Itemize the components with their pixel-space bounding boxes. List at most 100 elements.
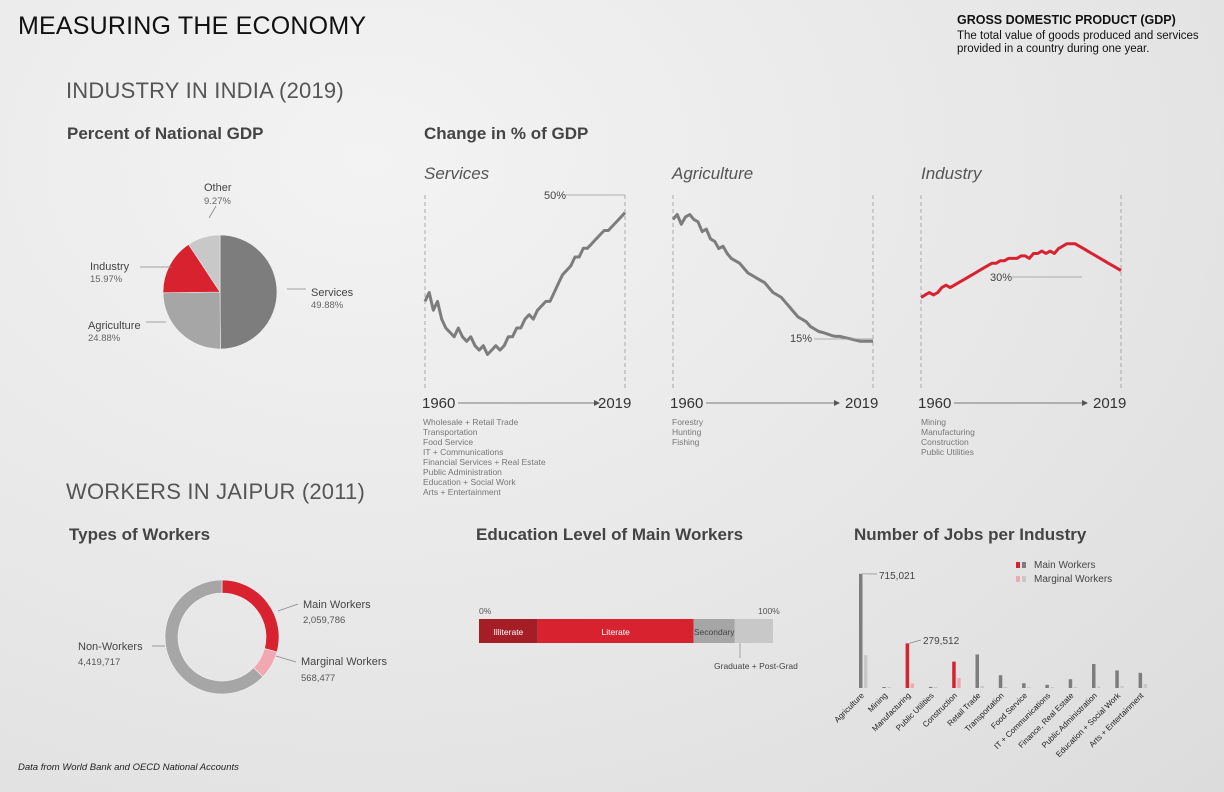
workers-donut-chart: Main Workers 2,059,786 Marginal Workers … bbox=[78, 579, 387, 695]
list-item: Transportation bbox=[423, 427, 478, 437]
services-line-chart: 50% 1960 2019 bbox=[422, 190, 631, 412]
list-item: Financial Services + Real Estate bbox=[423, 457, 546, 467]
education-end-label: 100% bbox=[758, 606, 780, 616]
bar-marginal-public-administration bbox=[1097, 686, 1101, 688]
legend-main-label: Main Workers bbox=[1034, 560, 1096, 571]
jobs-chart-title: Number of Jobs per Industry bbox=[854, 525, 1087, 544]
pie-slice-agriculture bbox=[162, 291, 221, 350]
list-item: Forestry bbox=[672, 417, 704, 427]
list-item: Manufacturing bbox=[921, 427, 975, 437]
education-stacked-bar: 0% 100% Illiterate Literate Secondary Grad… bbox=[479, 606, 798, 671]
agriculture-annotation: 15% bbox=[790, 333, 812, 345]
donut-slice-main-workers bbox=[221, 579, 280, 653]
gdp-pie-chart: Services 49.88% Agriculture 24.88% Indus… bbox=[88, 182, 354, 350]
bar-main-finance-real-estate bbox=[1068, 679, 1073, 688]
list-item: Mining bbox=[921, 417, 947, 427]
agriculture-value-label: 715,021 bbox=[879, 571, 916, 582]
gdp-definition: GROSS DOMESTIC PRODUCT (GDP) The total v… bbox=[957, 13, 1217, 57]
pie-value-agriculture: 24.88% bbox=[88, 333, 121, 344]
education-segment-label-literate: Literate bbox=[602, 627, 631, 637]
services-subindustry-list: Wholesale + Retail Trade Transportation Fo… bbox=[423, 417, 546, 497]
list-item: Arts + Entertainment bbox=[423, 487, 501, 497]
list-item: Hunting bbox=[672, 427, 702, 437]
list-item: Public Administration bbox=[423, 467, 502, 477]
bar-main-manufacturing bbox=[905, 643, 910, 688]
services-annotation: 50% bbox=[544, 190, 566, 202]
list-item: Wholesale + Retail Trade bbox=[423, 417, 519, 427]
bar-main-agriculture bbox=[859, 573, 863, 688]
education-chart-title: Education Level of Main Workers bbox=[476, 525, 744, 544]
manufacturing-value-label: 279,512 bbox=[923, 636, 960, 647]
agriculture-subindustry-list: Forestry Hunting Fishing bbox=[672, 417, 703, 447]
change-chart-title: Change in % of GDP bbox=[424, 124, 589, 143]
bar-main-arts-entertainment bbox=[1138, 672, 1143, 688]
pie-value-other: 9.27% bbox=[204, 196, 231, 207]
bar-main-education-social-work bbox=[1115, 670, 1119, 688]
services-year-start: 1960 bbox=[422, 395, 455, 412]
agriculture-arrowhead bbox=[834, 400, 840, 406]
bar-marginal-it-communications bbox=[1050, 687, 1054, 688]
donut-value-nonworkers: 4,419,717 bbox=[78, 657, 120, 668]
legend-main-swatch-red bbox=[1016, 562, 1020, 568]
bar-marginal-education-social-work bbox=[1120, 686, 1124, 688]
gdp-definition-text: The total value of goods produced and se… bbox=[957, 29, 1199, 56]
industry-panel-title: Industry bbox=[921, 164, 982, 183]
pie-value-industry: 15.97% bbox=[90, 274, 123, 285]
donut-label-nonworkers: Non-Workers bbox=[78, 641, 143, 653]
pie-slice-other bbox=[188, 234, 221, 294]
agriculture-year-start: 1960 bbox=[670, 395, 703, 412]
legend-main-swatch-gray bbox=[1022, 562, 1026, 568]
education-segment-secondary bbox=[693, 619, 735, 643]
pie-label-agriculture: Agriculture bbox=[88, 320, 141, 332]
bar-main-mining bbox=[882, 687, 886, 688]
bar-marginal-transportation bbox=[1003, 687, 1008, 688]
bar-main-it-communications bbox=[1045, 684, 1049, 688]
education-segment-literate bbox=[537, 619, 694, 643]
bar-main-transportation bbox=[998, 675, 1003, 688]
donut-slice-non-workers bbox=[164, 579, 264, 695]
list-item: Construction bbox=[921, 437, 969, 447]
other-leader-line bbox=[208, 205, 217, 219]
bar-marginal-finance-real-estate bbox=[1073, 687, 1078, 688]
bar-marginal-agriculture bbox=[864, 655, 868, 688]
marginal-leader-line bbox=[275, 655, 297, 663]
pie-label-industry: Industry bbox=[90, 261, 130, 273]
bar-marginal-manufacturing bbox=[910, 683, 915, 688]
bar-main-public-administration bbox=[1092, 664, 1096, 688]
legend-marginal-swatch-pink bbox=[1016, 576, 1020, 582]
list-item: Food Service bbox=[423, 437, 474, 447]
industry-year-start: 1960 bbox=[918, 395, 951, 412]
workers-chart-title: Types of Workers bbox=[69, 525, 211, 544]
bar-marginal-mining bbox=[887, 687, 891, 688]
graduate-label: Graduate + Post-Grad bbox=[714, 661, 798, 671]
services-year-end: 2019 bbox=[598, 395, 631, 412]
education-segment-label-secondary: Secondary bbox=[694, 627, 735, 637]
list-item: Education + Social Work bbox=[423, 477, 516, 487]
pie-value-services: 49.88% bbox=[311, 300, 344, 311]
list-item: Public Utilities bbox=[921, 447, 974, 457]
page-title: MEASURING THE ECONOMY bbox=[18, 12, 367, 40]
main-leader-line bbox=[277, 603, 299, 612]
bar-marginal-food-service bbox=[1027, 687, 1031, 688]
donut-value-marginal: 568,477 bbox=[301, 673, 335, 684]
bar-main-construction bbox=[952, 661, 956, 688]
education-start-label: 0% bbox=[479, 606, 492, 616]
legend-marginal-label: Marginal Workers bbox=[1034, 574, 1112, 585]
donut-label-main: Main Workers bbox=[303, 599, 371, 611]
bar-main-public-utilities bbox=[928, 686, 933, 688]
bar-main-food-service bbox=[1022, 683, 1026, 688]
industry-line-chart: 30% 1960 2019 bbox=[918, 195, 1126, 412]
agriculture-panel-title: Agriculture bbox=[672, 164, 754, 183]
services-panel-title: Services bbox=[424, 164, 490, 183]
agriculture-line-chart: 15% 1960 2019 bbox=[670, 195, 878, 412]
agriculture-year-end: 2019 bbox=[845, 395, 878, 412]
data-source-footer: Data from World Bank and OECD National A… bbox=[18, 762, 239, 773]
education-segment-illiterate bbox=[479, 619, 538, 643]
industry-year-end: 2019 bbox=[1093, 395, 1126, 412]
industry-line bbox=[920, 242, 1122, 299]
list-item: IT + Communications bbox=[423, 447, 504, 457]
donut-value-main: 2,059,786 bbox=[303, 615, 345, 626]
bar-marginal-arts-entertainment bbox=[1143, 684, 1148, 688]
manufacturing-value-connector bbox=[909, 639, 922, 644]
